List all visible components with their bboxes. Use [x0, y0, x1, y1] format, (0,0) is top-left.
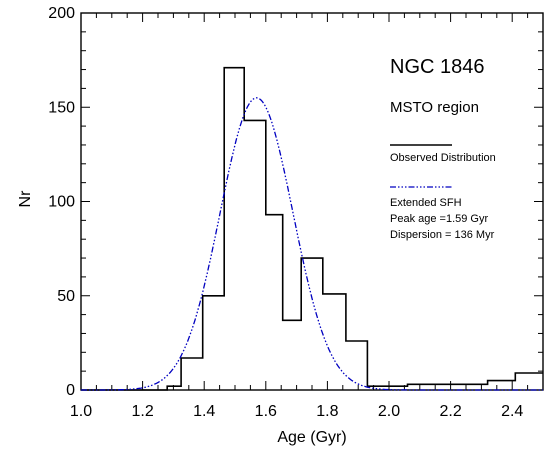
x-axis-title: Age (Gyr) — [277, 429, 346, 446]
legend-model-label: Extended SFH — [390, 197, 462, 209]
observed-histogram — [81, 66, 543, 391]
y-tick-labels: 0 50 100 150 200 — [48, 5, 75, 399]
legend-observed-label: Observed Distribution — [390, 152, 496, 164]
chart-annotation-subtitle: MSTO region — [390, 99, 479, 116]
chart-annotation-title: NGC 1846 — [390, 56, 485, 78]
extended-sfh-curve — [81, 97, 543, 391]
x-tick-label: 1.0 — [70, 403, 92, 420]
legend-dispersion: Dispersion = 136 Myr — [390, 229, 495, 241]
y-tick-label: 100 — [48, 194, 75, 211]
x-tick-label: 1.4 — [193, 403, 215, 420]
x-tick-label: 1.6 — [255, 403, 277, 420]
axis-ticks — [80, 12, 544, 391]
x-tick-label: 2.4 — [501, 403, 523, 420]
x-tick-label: 2.0 — [378, 403, 400, 420]
y-tick-label: 200 — [48, 5, 75, 22]
y-tick-label: 50 — [57, 288, 75, 305]
x-tick-label: 2.2 — [439, 403, 461, 420]
y-tick-label: 0 — [66, 382, 75, 399]
x-tick-label: 1.8 — [316, 403, 338, 420]
legend-peak-age: Peak age =1.59 Gyr — [390, 213, 488, 225]
x-tick-labels: 1.0 1.2 1.4 1.6 1.8 2.0 2.2 2.4 — [70, 403, 524, 420]
y-axis-title: Nr — [17, 190, 34, 208]
x-tick-label: 1.2 — [131, 403, 153, 420]
y-tick-label: 150 — [48, 99, 75, 116]
